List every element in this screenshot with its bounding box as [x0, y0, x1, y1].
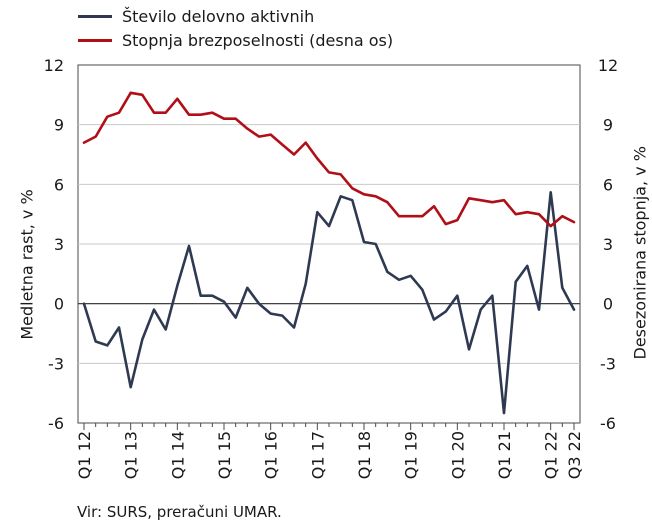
legend-item-employment: Število delovno aktivnih: [78, 4, 393, 28]
x-tick-label: Q1 20: [448, 431, 467, 479]
y-axis-right-title: Desezonirana stopnja, v %: [630, 146, 650, 360]
x-tick-label: Q3 22: [565, 431, 584, 479]
x-tick-label: Q1 19: [402, 431, 421, 479]
x-tick-label: Q1 14: [168, 431, 187, 479]
x-tick-label: Q1 22: [542, 431, 561, 479]
x-tick-label: Q1 15: [215, 431, 234, 479]
left-axis-ticks: 12 9 6 3 0 -3 -6: [44, 56, 64, 433]
y-right-tick-label: 12: [598, 56, 618, 75]
legend-swatch-unemployment: [78, 38, 112, 42]
y-axis-left-title: Medletna rast, v %: [17, 189, 37, 340]
y-right-tick-label: 6: [603, 175, 613, 194]
x-tick-label: Q1 21: [495, 431, 514, 479]
y-right-tick-label: -3: [600, 354, 616, 373]
series-line-employment: [82, 191, 576, 415]
series-line-unemployment: [82, 91, 576, 228]
y-left-tick-label: -6: [48, 414, 64, 433]
gridlines: [78, 124, 580, 364]
y-left-tick-label: 0: [54, 295, 64, 314]
x-tick-label: Q1 16: [262, 431, 281, 479]
y-left-tick-label: 12: [44, 56, 64, 75]
legend-item-unemployment: Stopnja brezposelnosti (desna os): [78, 28, 393, 52]
legend: Število delovno aktivnih Stopnja brezpos…: [78, 4, 393, 52]
source-note: Vir: SURS, preračuni UMAR.: [77, 503, 282, 521]
x-tick-label: Q1 18: [355, 431, 374, 479]
legend-label-employment: Število delovno aktivnih: [122, 6, 315, 26]
y-right-tick-label: 9: [603, 116, 613, 135]
legend-swatch-employment: [78, 14, 112, 18]
y-left-tick-label: 6: [54, 175, 64, 194]
x-tick-label: Q1 13: [122, 431, 141, 479]
y-left-tick-label: -3: [48, 354, 64, 373]
legend-label-unemployment: Stopnja brezposelnosti (desna os): [122, 30, 394, 50]
x-tick-label: Q1 17: [308, 431, 327, 479]
x-axis-ticks: Q1 12 Q1 13 Q1 14 Q1 15 Q1 16 Q1 17 Q1 18 Q1 19…: [75, 423, 584, 479]
right-axis-ticks: 12 9 6 3 0 -3 -6: [598, 56, 618, 433]
y-left-tick-label: 9: [54, 116, 64, 135]
y-right-tick-label: 3: [603, 235, 613, 254]
y-left-tick-label: 3: [54, 235, 64, 254]
y-right-tick-label: -6: [600, 414, 616, 433]
series-lines: [82, 91, 576, 415]
x-tick-label: Q1 12: [75, 431, 94, 479]
y-right-tick-label: 0: [603, 295, 613, 314]
